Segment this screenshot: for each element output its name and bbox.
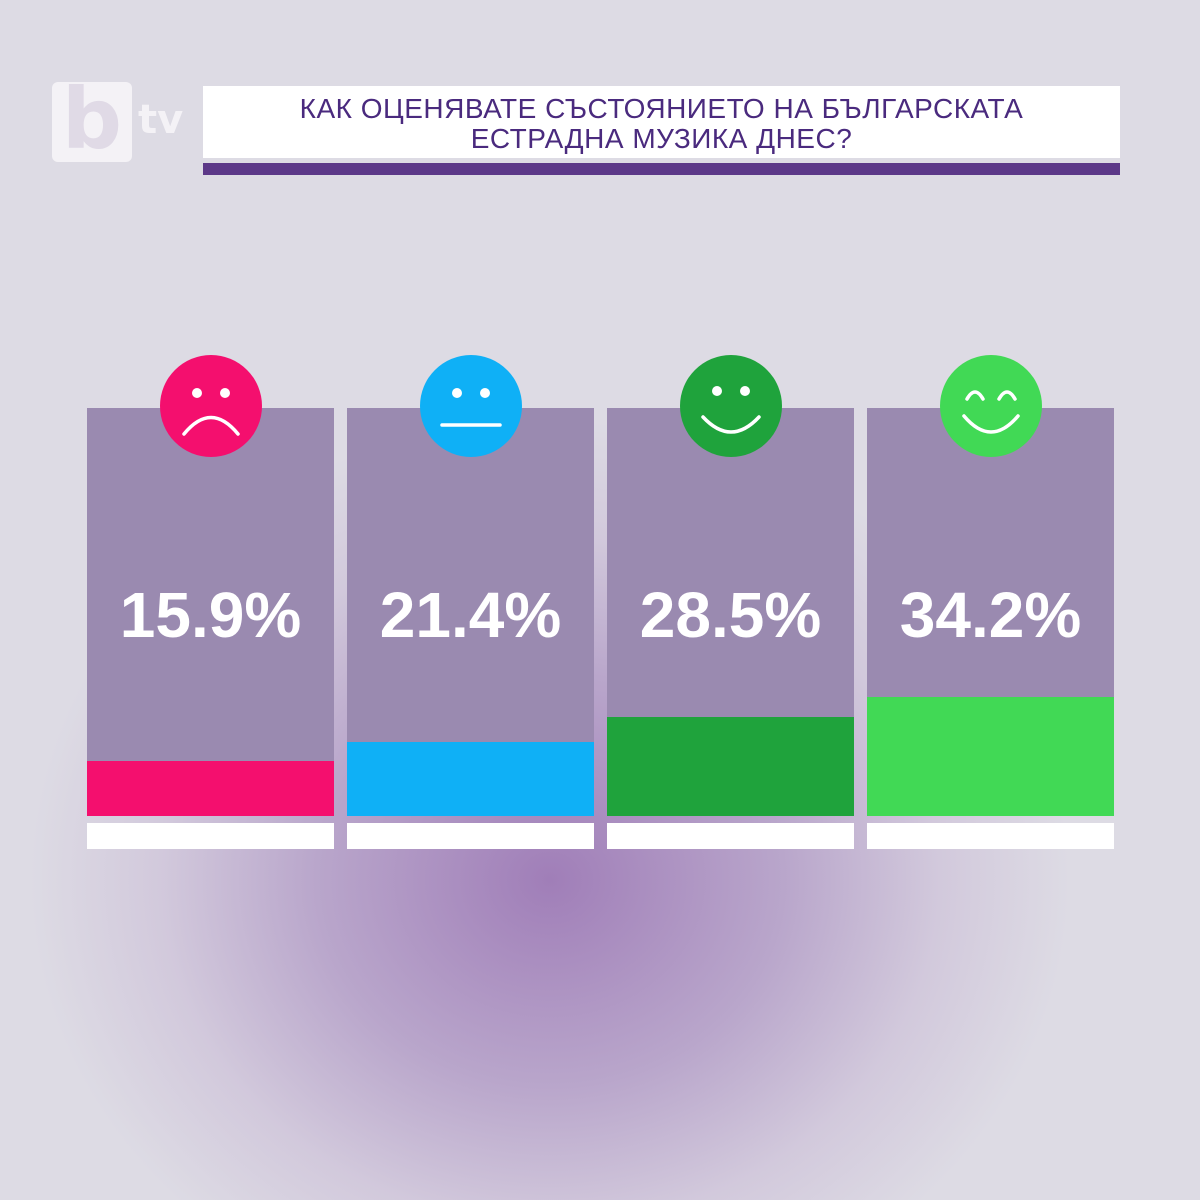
happy-face-icon — [940, 355, 1042, 457]
btv-logo: b tv — [52, 76, 194, 164]
chart-title: КАК ОЦЕНЯВАТЕ СЪСТОЯНИЕТО НА БЪЛГАРСКАТА… — [203, 94, 1120, 154]
logo-b: b — [61, 70, 123, 168]
neutral-face-icon — [420, 355, 522, 457]
title-line-2: ЕСТРАДНА МУЗИКА ДНЕС? — [470, 123, 853, 154]
bar-base — [867, 823, 1114, 849]
smiling-face-icon — [680, 355, 782, 457]
bar-happy — [867, 697, 1114, 816]
data-label: 15.9% — [119, 579, 302, 651]
title-line-1: КАК ОЦЕНЯВАТЕ СЪСТОЯНИЕТО НА БЪЛГАРСКАТА — [299, 93, 1024, 124]
chart-title-box: КАК ОЦЕНЯВАТЕ СЪСТОЯНИЕТО НА БЪЛГАРСКАТА… — [203, 86, 1120, 158]
logo-box — [52, 82, 132, 162]
bar-panel — [87, 408, 334, 816]
logo-tv: tv — [138, 97, 184, 143]
bar-panel — [607, 408, 854, 816]
sad-face-icon — [160, 355, 262, 457]
data-label: 21.4% — [379, 579, 562, 651]
data-label: 28.5% — [639, 579, 822, 651]
bar-neutral — [347, 742, 594, 816]
data-label: 34.2% — [899, 579, 1082, 651]
bar-panel — [867, 408, 1114, 816]
bar-panel — [347, 408, 594, 816]
bar-smile — [607, 717, 854, 816]
bar-base — [607, 823, 854, 849]
bar-base — [87, 823, 334, 849]
bar-base — [347, 823, 594, 849]
title-underline — [203, 163, 1120, 175]
bar-sad — [87, 761, 334, 816]
